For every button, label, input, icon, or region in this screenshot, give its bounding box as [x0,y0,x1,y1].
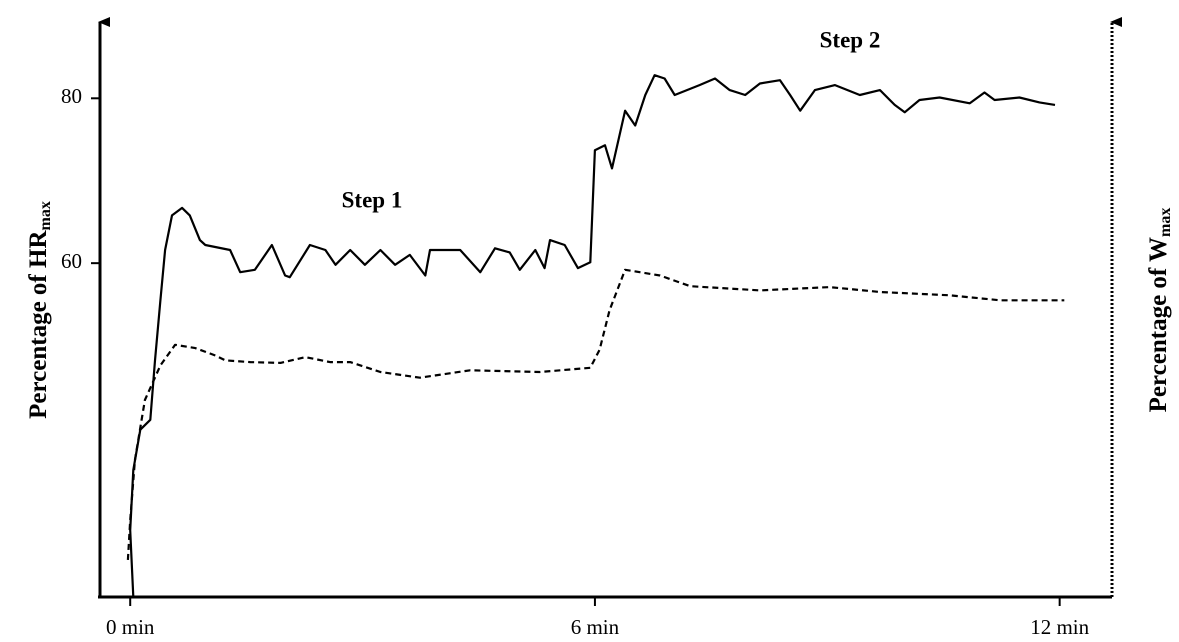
line [126,268,1065,560]
y2-axis-label: Percentage of Wmax [1145,208,1174,413]
y-axis-label-sub: max [37,201,54,230]
y-tick-label: 60 [61,249,82,273]
y2-axis-label-sub: max [1157,208,1174,237]
x-tick-label: 6 min [571,615,620,639]
y2-axis-label-main: Percentage of W [1145,237,1172,412]
line [129,74,1056,598]
x-tick-label: 12 min [1030,615,1089,639]
annotation: Step 1 [342,187,403,212]
y-axis-label-main: Percentage of HR [25,230,52,419]
x-tick-label: 0 min [106,615,155,639]
annotation: Step 2 [820,27,881,52]
y-axis-label: Percentage of HRmax [25,201,54,419]
y-tick-label: 80 [61,84,82,108]
